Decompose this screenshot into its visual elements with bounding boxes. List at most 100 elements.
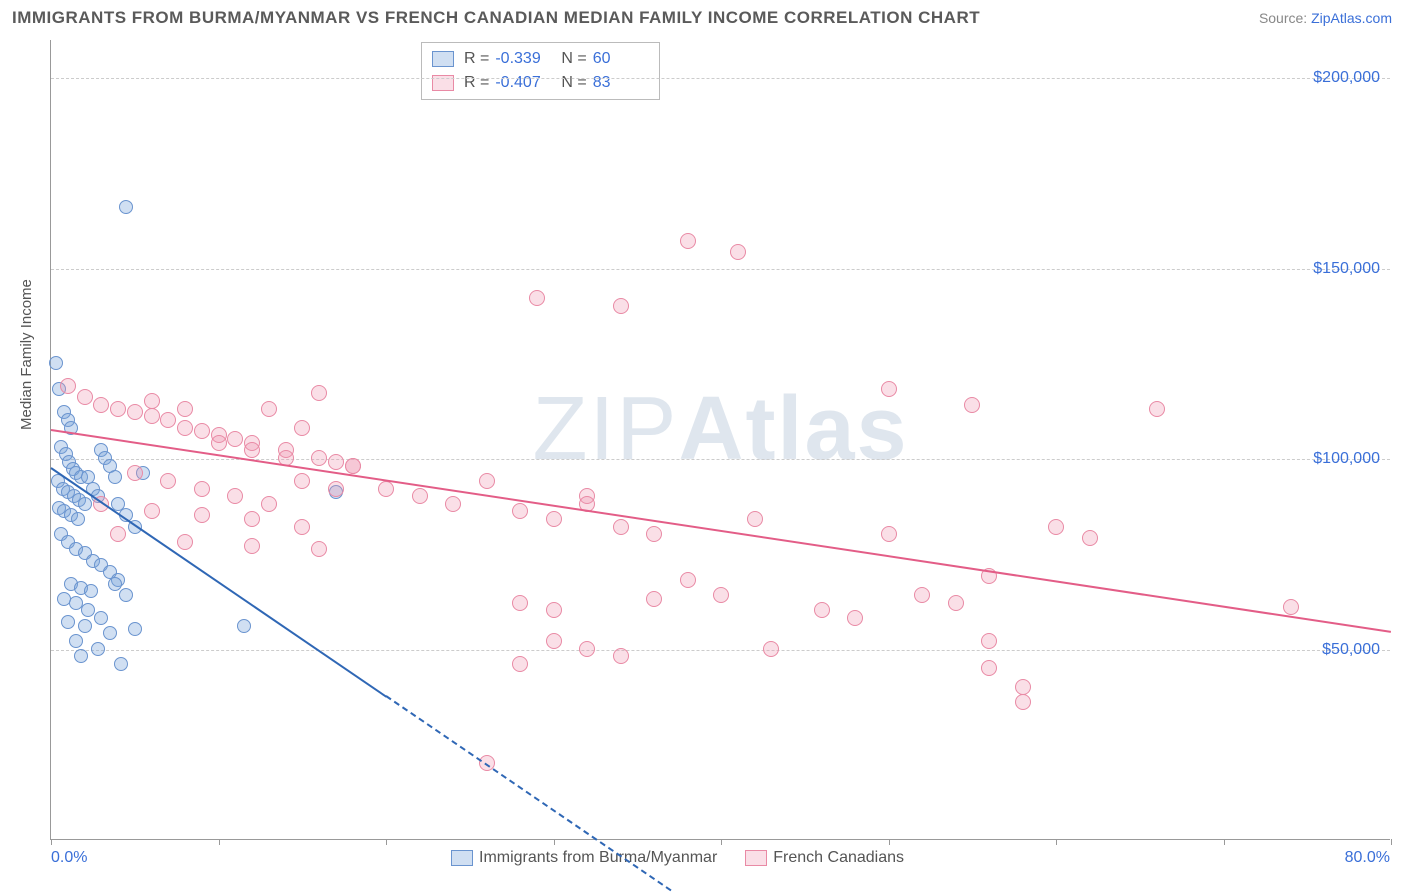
series-name-2: French Canadians bbox=[773, 849, 904, 867]
data-point bbox=[194, 423, 210, 439]
source-attribution: Source: ZipAtlas.com bbox=[1259, 10, 1392, 26]
data-point bbox=[479, 473, 495, 489]
data-point bbox=[914, 587, 930, 603]
data-point bbox=[110, 401, 126, 417]
data-point bbox=[294, 473, 310, 489]
data-point bbox=[294, 519, 310, 535]
data-point bbox=[77, 389, 93, 405]
data-point bbox=[512, 595, 528, 611]
n-label: N = bbox=[561, 50, 586, 68]
data-point bbox=[1015, 694, 1031, 710]
correlation-legend: R = -0.339 N = 60 R = -0.407 N = 83 bbox=[421, 42, 660, 100]
x-tick bbox=[889, 839, 890, 845]
data-point bbox=[211, 435, 227, 451]
watermark: ZIPAtlas bbox=[532, 378, 908, 481]
data-point bbox=[747, 511, 763, 527]
x-tick bbox=[1224, 839, 1225, 845]
x-tick bbox=[51, 839, 52, 845]
data-point bbox=[948, 595, 964, 611]
data-point bbox=[529, 290, 545, 306]
data-point bbox=[177, 401, 193, 417]
x-tick bbox=[1391, 839, 1392, 845]
data-point bbox=[881, 526, 897, 542]
data-point bbox=[144, 503, 160, 519]
y-tick-label: $100,000 bbox=[1313, 450, 1380, 468]
data-point bbox=[680, 572, 696, 588]
data-point bbox=[110, 526, 126, 542]
scatter-chart: ZIPAtlas R = -0.339 N = 60 R = -0.407 N … bbox=[50, 40, 1390, 840]
x-tick bbox=[219, 839, 220, 845]
data-point bbox=[680, 233, 696, 249]
legend-row-series2: R = -0.407 N = 83 bbox=[432, 71, 649, 95]
data-point bbox=[546, 511, 562, 527]
data-point bbox=[546, 602, 562, 618]
data-point bbox=[294, 420, 310, 436]
data-point bbox=[613, 648, 629, 664]
data-point bbox=[60, 378, 76, 394]
data-point bbox=[613, 519, 629, 535]
data-point bbox=[144, 408, 160, 424]
data-point bbox=[512, 656, 528, 672]
data-point bbox=[244, 511, 260, 527]
data-point bbox=[1283, 599, 1299, 615]
chart-title: IMMIGRANTS FROM BURMA/MYANMAR VS FRENCH … bbox=[12, 8, 980, 28]
legend-row-series1: R = -0.339 N = 60 bbox=[432, 47, 649, 71]
data-point bbox=[378, 481, 394, 497]
data-point bbox=[311, 385, 327, 401]
data-point bbox=[227, 431, 243, 447]
data-point bbox=[512, 503, 528, 519]
data-point bbox=[78, 497, 92, 511]
data-point bbox=[881, 381, 897, 397]
data-point bbox=[579, 641, 595, 657]
data-point bbox=[227, 488, 243, 504]
data-point bbox=[194, 481, 210, 497]
data-point bbox=[237, 619, 251, 633]
r-label: R = bbox=[464, 74, 489, 92]
data-point bbox=[177, 420, 193, 436]
x-tick bbox=[721, 839, 722, 845]
r-value-1: -0.339 bbox=[495, 50, 551, 68]
data-point bbox=[261, 401, 277, 417]
data-point bbox=[646, 591, 662, 607]
data-point bbox=[177, 534, 193, 550]
data-point bbox=[763, 641, 779, 657]
x-axis-max: 80.0% bbox=[1345, 849, 1390, 867]
r-label: R = bbox=[464, 50, 489, 68]
legend-swatch-2b bbox=[745, 850, 767, 866]
data-point bbox=[74, 649, 88, 663]
data-point bbox=[93, 397, 109, 413]
gridline bbox=[51, 269, 1390, 270]
x-axis-min: 0.0% bbox=[51, 849, 87, 867]
data-point bbox=[1015, 679, 1031, 695]
data-point bbox=[244, 442, 260, 458]
data-point bbox=[103, 626, 117, 640]
data-point bbox=[61, 615, 75, 629]
x-tick bbox=[386, 839, 387, 845]
data-point bbox=[144, 393, 160, 409]
data-point bbox=[311, 450, 327, 466]
data-point bbox=[328, 454, 344, 470]
data-point bbox=[713, 587, 729, 603]
data-point bbox=[261, 496, 277, 512]
source-label: Source: bbox=[1259, 10, 1307, 26]
data-point bbox=[160, 473, 176, 489]
data-point bbox=[127, 404, 143, 420]
y-tick-label: $150,000 bbox=[1313, 260, 1380, 278]
data-point bbox=[1048, 519, 1064, 535]
data-point bbox=[91, 642, 105, 656]
r-value-2: -0.407 bbox=[495, 74, 551, 92]
data-point bbox=[160, 412, 176, 428]
n-value-2: 83 bbox=[593, 74, 649, 92]
source-link[interactable]: ZipAtlas.com bbox=[1311, 10, 1392, 26]
data-point bbox=[127, 465, 143, 481]
data-point bbox=[1082, 530, 1098, 546]
series-legend: Immigrants from Burma/Myanmar French Can… bbox=[451, 849, 904, 867]
legend-swatch-1 bbox=[432, 51, 454, 67]
data-point bbox=[114, 657, 128, 671]
data-point bbox=[71, 512, 85, 526]
data-point bbox=[646, 526, 662, 542]
data-point bbox=[311, 541, 327, 557]
data-point bbox=[128, 622, 142, 636]
data-point bbox=[244, 538, 260, 554]
data-point bbox=[119, 200, 133, 214]
